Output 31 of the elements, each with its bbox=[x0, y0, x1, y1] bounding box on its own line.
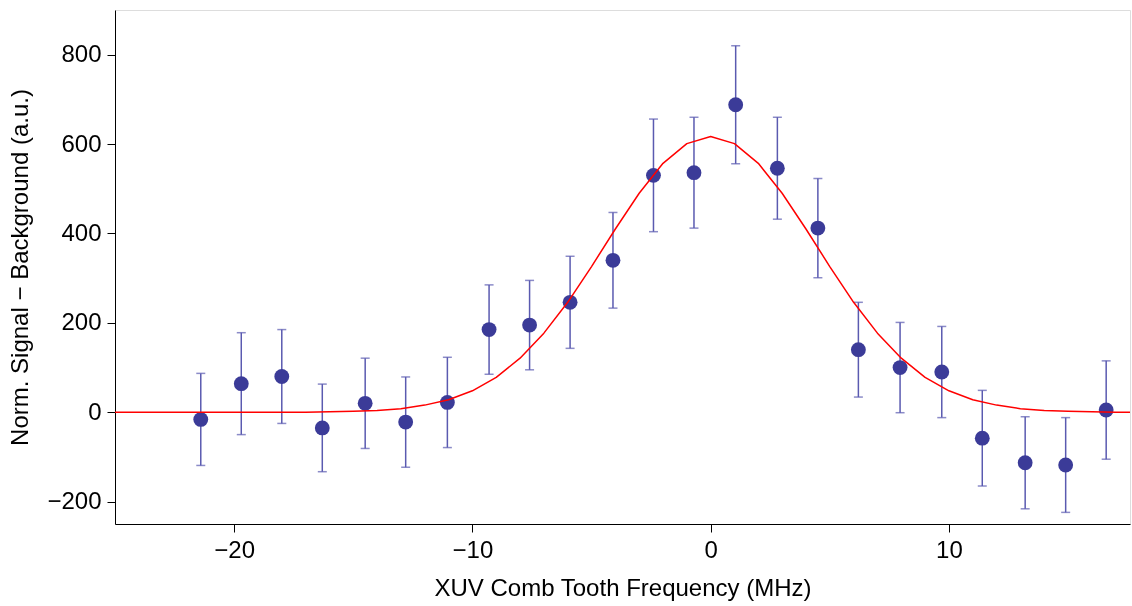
y-axis-title: Norm. Signal − Background (a.u.) bbox=[6, 89, 34, 446]
y-tick-label: 800 bbox=[61, 40, 102, 68]
point bbox=[314, 420, 330, 436]
x-tick-label: −10 bbox=[452, 535, 494, 563]
y-tick-label: 600 bbox=[61, 129, 102, 157]
point bbox=[522, 317, 537, 333]
x-tick-label: −20 bbox=[214, 535, 255, 563]
point bbox=[1017, 455, 1033, 471]
y-tick-label: −200 bbox=[47, 487, 102, 515]
x-tick-label: 0 bbox=[704, 535, 718, 563]
point bbox=[810, 220, 826, 236]
point bbox=[934, 364, 950, 380]
x-axis-title: XUV Comb Tooth Frequency (MHz) bbox=[434, 573, 812, 601]
point bbox=[398, 414, 414, 430]
point bbox=[193, 412, 209, 427]
point bbox=[974, 430, 990, 446]
point bbox=[1058, 457, 1074, 473]
point bbox=[605, 252, 621, 268]
point bbox=[892, 360, 908, 375]
x-tick-label: 10 bbox=[936, 535, 963, 563]
point bbox=[481, 322, 497, 337]
y-tick-label: 0 bbox=[88, 397, 102, 425]
point bbox=[357, 395, 373, 411]
point bbox=[769, 160, 785, 176]
y-tick-label: 400 bbox=[61, 218, 102, 246]
point bbox=[850, 342, 866, 358]
point bbox=[233, 376, 249, 392]
point bbox=[728, 97, 744, 113]
point bbox=[686, 165, 702, 181]
y-tick-label: 200 bbox=[61, 308, 102, 336]
point bbox=[274, 369, 290, 384]
